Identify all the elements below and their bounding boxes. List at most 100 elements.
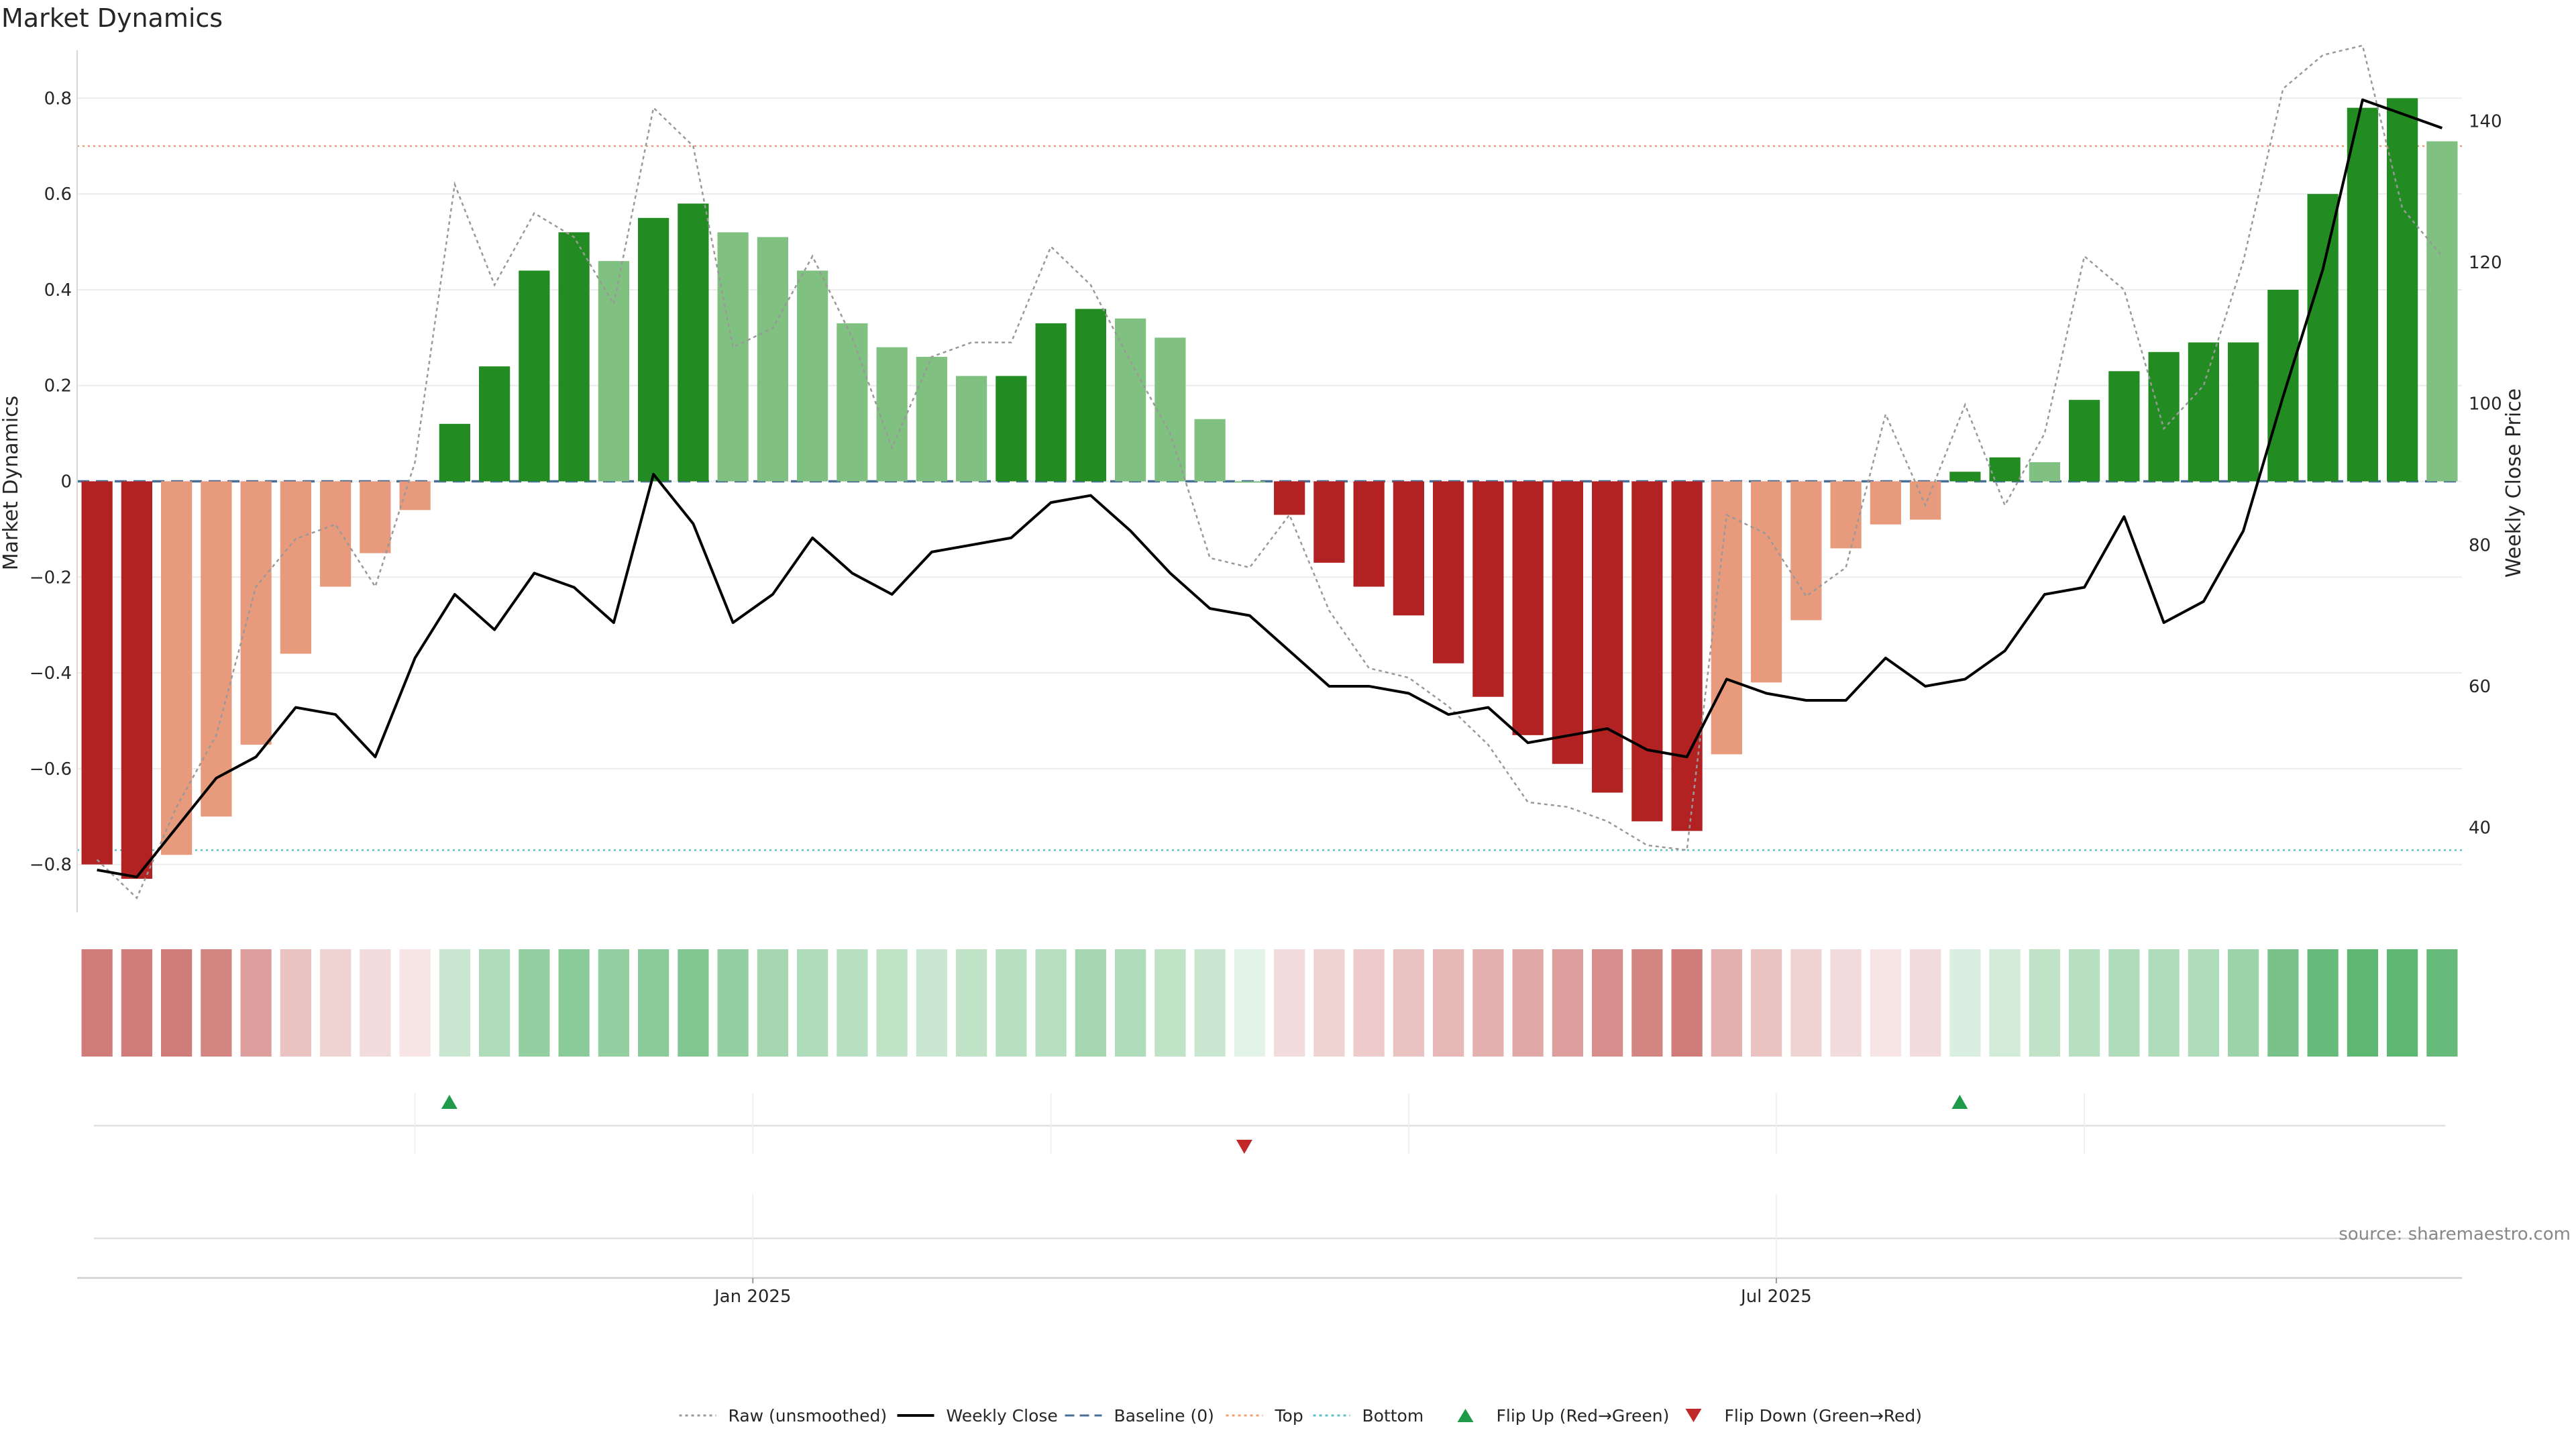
dynamics-bar: [638, 217, 669, 482]
dynamics-bar: [1631, 481, 1663, 822]
heat-cell: [81, 949, 113, 1057]
dynamics-bar: [1552, 481, 1583, 764]
heat-cell: [598, 949, 629, 1057]
dynamics-bar: [1155, 337, 1186, 482]
dynamics-bar: [797, 270, 828, 482]
dynamics-bar: [1194, 419, 1226, 482]
dynamics-bar: [280, 481, 311, 654]
legend-item: Weekly Close: [897, 1406, 1058, 1426]
dynamics-bar: [2069, 400, 2100, 482]
heat-cell: [1790, 949, 1822, 1057]
legend-swatch: [1457, 1409, 1474, 1422]
dynamics-bar: [1075, 309, 1106, 482]
heat-cell: [2228, 949, 2259, 1057]
flip-up-marker: [1951, 1095, 1968, 1109]
heat-cell: [399, 949, 431, 1057]
legend-label: Raw (unsmoothed): [729, 1406, 888, 1426]
heat-cell: [558, 949, 590, 1057]
dynamics-bar: [1790, 481, 1822, 621]
raw-series-line: [96, 44, 2443, 900]
dynamics-bar: [916, 356, 947, 482]
heat-strip: [81, 949, 2458, 1057]
heat-cell: [837, 949, 868, 1057]
dynamics-bar: [558, 232, 590, 482]
heat-cell: [876, 949, 908, 1057]
heat-cell: [1234, 949, 1265, 1057]
y-tick-label: 0.6: [44, 184, 72, 205]
dynamics-bar: [996, 376, 1027, 482]
heat-cell: [1592, 949, 1623, 1057]
dynamics-bar: [1433, 481, 1464, 663]
dynamics-bar: [1313, 481, 1345, 563]
dynamics-bar: [439, 423, 470, 482]
heat-cell: [2426, 949, 2458, 1057]
heat-cell: [320, 949, 352, 1057]
heat-cell: [2307, 949, 2339, 1057]
legend-item: Flip Up (Red→Green): [1457, 1406, 1670, 1426]
heat-cell: [360, 949, 391, 1057]
heat-cell: [2267, 949, 2299, 1057]
dynamics-bars: [81, 98, 2458, 879]
heat-cell: [1393, 949, 1424, 1057]
heat-cell: [717, 949, 749, 1057]
legend-item: Baseline (0): [1065, 1406, 1214, 1426]
heat-cell: [519, 949, 550, 1057]
chart-title: Market Dynamics: [1, 3, 223, 33]
dynamics-bar: [1393, 481, 1424, 616]
dynamics-bar: [2307, 194, 2339, 482]
heat-cell: [1155, 949, 1186, 1057]
y-tick-label: 0.8: [44, 89, 72, 109]
y2-tick-label: 80: [2469, 535, 2491, 555]
legend-label: Weekly Close: [947, 1406, 1058, 1426]
heat-cell: [240, 949, 272, 1057]
legend-item: Top: [1226, 1406, 1303, 1426]
dynamics-bar: [598, 261, 629, 482]
legend-label: Flip Up (Red→Green): [1497, 1406, 1670, 1426]
heat-cell: [996, 949, 1027, 1057]
dynamics-bar: [1234, 481, 1265, 483]
y2-axis-label: Weekly Close Price: [2502, 388, 2526, 578]
dynamics-bar: [717, 232, 749, 482]
dynamics-bar: [2347, 107, 2378, 482]
dynamics-bar: [519, 270, 550, 482]
heat-cell: [1194, 949, 1226, 1057]
dynamics-bar: [1751, 481, 1782, 683]
dynamics-bar: [1472, 481, 1504, 697]
heat-cell: [1075, 949, 1106, 1057]
dynamics-bar: [2387, 98, 2418, 482]
heat-cell: [1035, 949, 1067, 1057]
heat-cell: [638, 949, 669, 1057]
y2-tick-label: 40: [2469, 818, 2491, 839]
dynamics-bar: [161, 481, 193, 855]
dynamics-bar: [2029, 462, 2060, 482]
heat-cell: [1274, 949, 1305, 1057]
y-tick-label: −0.4: [30, 663, 72, 684]
y-axis-label: Market Dynamics: [0, 396, 23, 571]
heat-cell: [1313, 949, 1345, 1057]
series-lines: [96, 44, 2443, 900]
heat-cell: [1751, 949, 1782, 1057]
dynamics-bar: [399, 481, 431, 511]
dynamics-bar: [1512, 481, 1544, 735]
legend-label: Bottom: [1362, 1406, 1424, 1426]
heat-cell: [1353, 949, 1385, 1057]
legend: Raw (unsmoothed) Weekly Close Baseline (0)…: [679, 1406, 1923, 1426]
heat-cell: [1433, 949, 1464, 1057]
heat-cell: [678, 949, 709, 1057]
dynamics-bar: [2148, 352, 2180, 482]
y2-tick-label: 60: [2469, 677, 2491, 697]
dynamics-bar: [2108, 371, 2140, 482]
axes: 0.8 0.6 0.4 0.2 0 −0.2 −0.4 −0.6 −0.8 140 120 100 80…: [30, 50, 2502, 912]
legend-label: Flip Down (Green→Red): [1725, 1406, 1923, 1426]
dynamics-bar: [2228, 342, 2259, 482]
heat-cell: [757, 949, 788, 1057]
flip-markers-panel: [94, 1093, 2445, 1154]
dynamics-bar: [1711, 481, 1742, 755]
heat-cell: [121, 949, 152, 1057]
heat-cell: [1949, 949, 1981, 1057]
y-tick-label: 0: [60, 472, 72, 492]
heat-cell: [1512, 949, 1544, 1057]
dynamics-bar: [240, 481, 272, 745]
y-tick-label: −0.8: [30, 855, 72, 875]
source-note: source: sharemaestro.com: [2339, 1224, 2571, 1244]
